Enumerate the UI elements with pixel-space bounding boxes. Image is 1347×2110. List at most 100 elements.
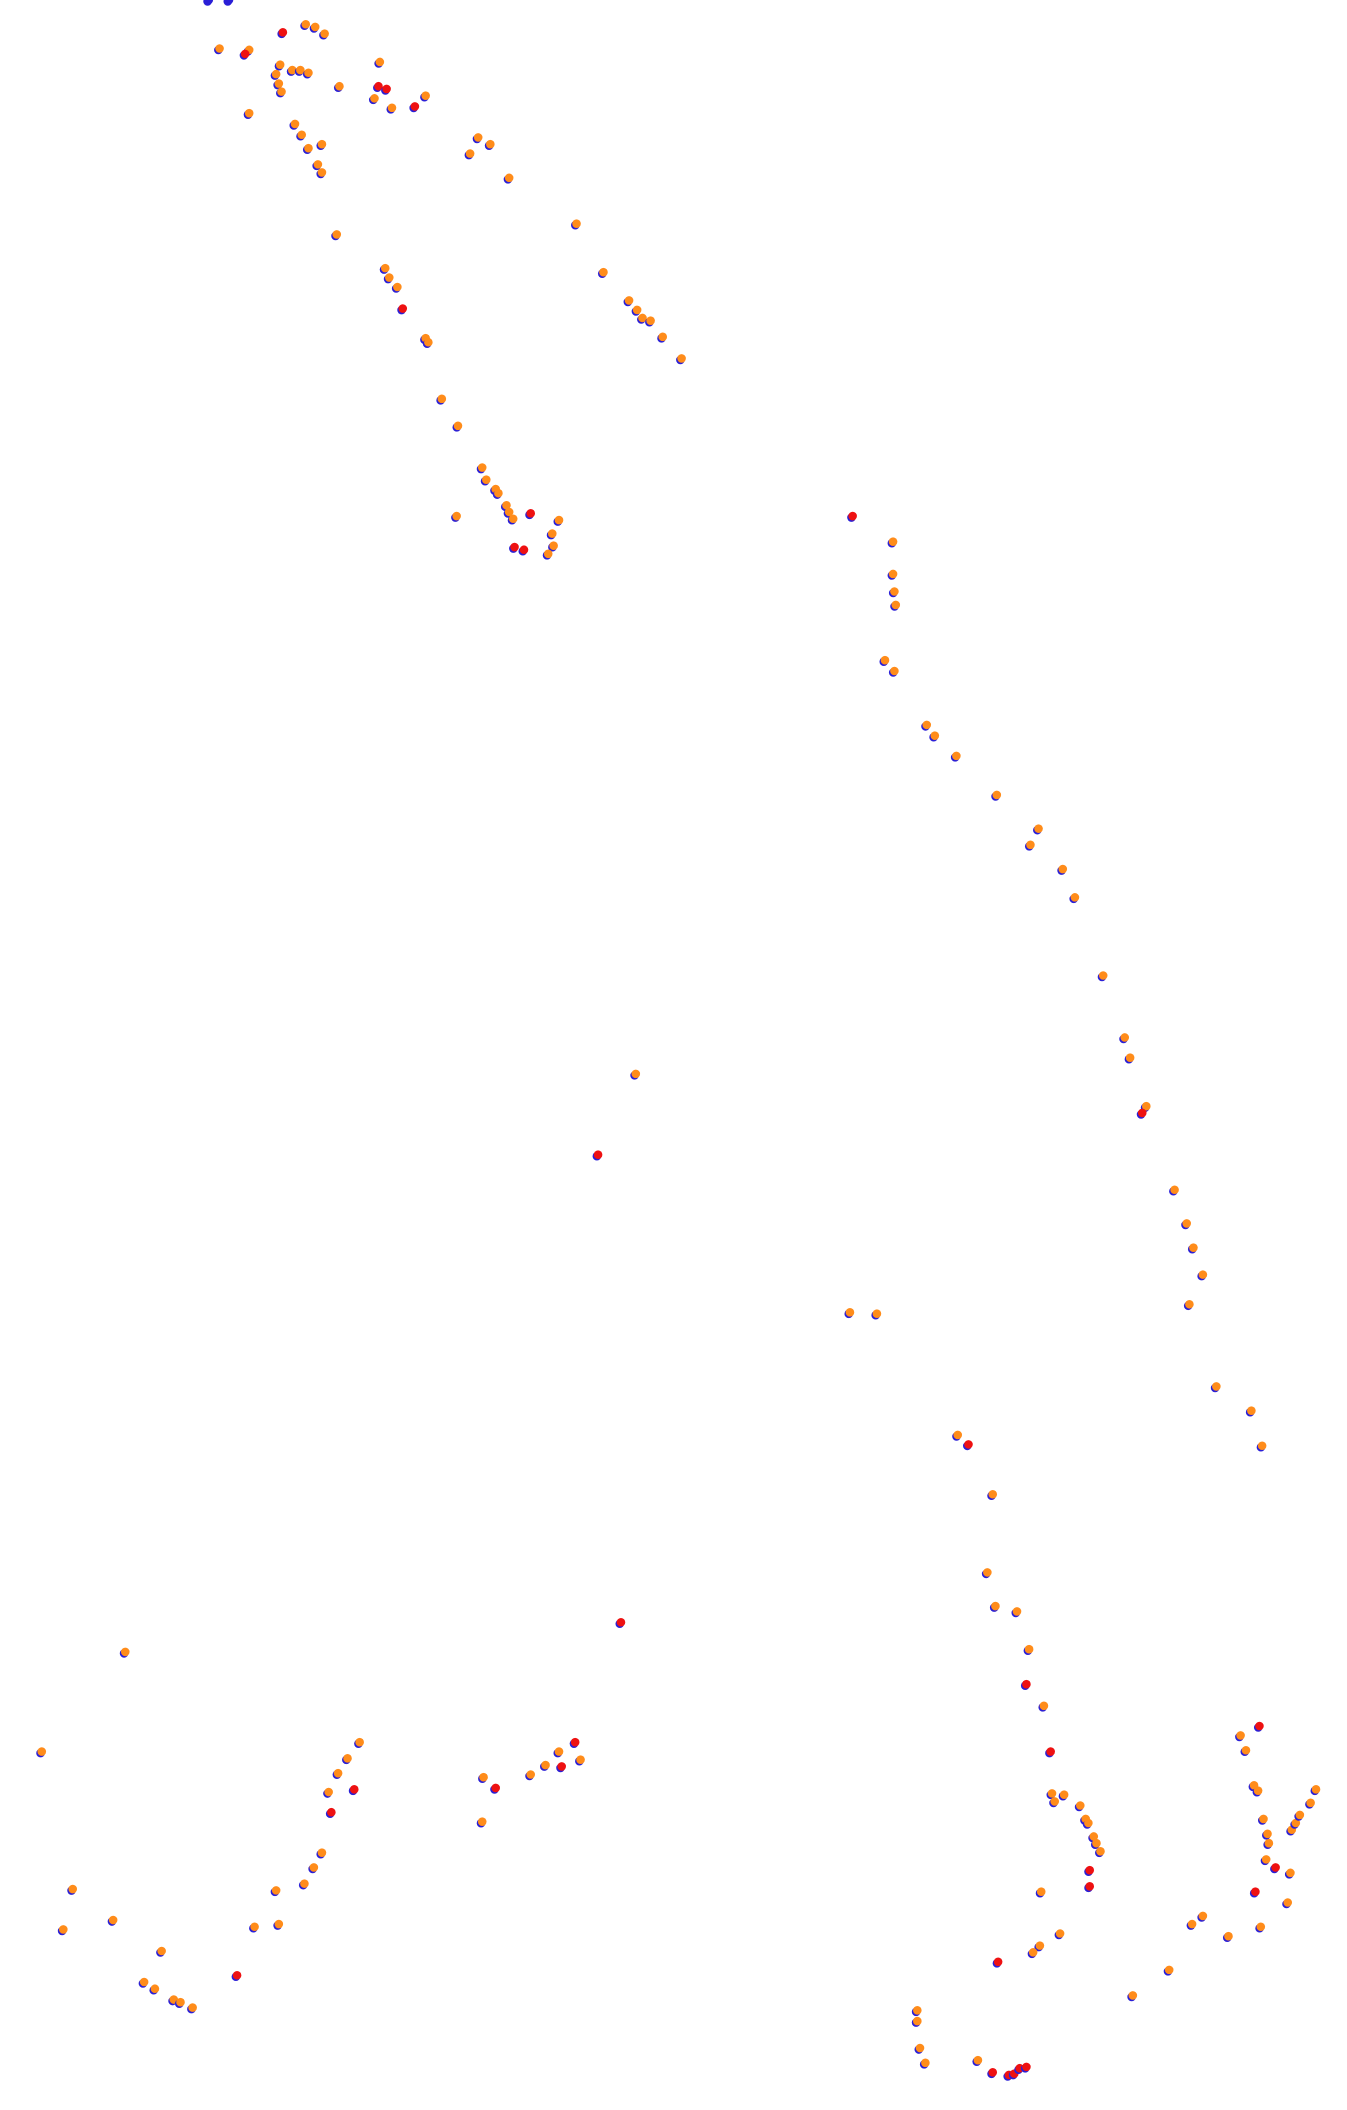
point bbox=[953, 1430, 963, 1440]
point bbox=[930, 731, 940, 740]
point bbox=[1283, 1898, 1293, 1907]
point bbox=[1295, 1810, 1305, 1820]
point bbox=[277, 87, 286, 96]
point bbox=[375, 57, 385, 67]
point bbox=[1035, 1941, 1045, 1950]
point bbox=[290, 119, 300, 129]
point bbox=[370, 94, 379, 103]
point bbox=[599, 267, 608, 277]
point bbox=[332, 230, 342, 239]
point bbox=[452, 511, 461, 521]
point bbox=[477, 463, 487, 472]
point bbox=[1306, 1798, 1315, 1808]
point bbox=[473, 133, 483, 142]
point bbox=[1286, 1868, 1295, 1878]
point bbox=[632, 305, 642, 315]
point bbox=[240, 49, 250, 59]
point bbox=[913, 2016, 922, 2026]
point bbox=[275, 60, 285, 69]
point bbox=[465, 149, 475, 158]
point bbox=[224, 0, 234, 5]
point bbox=[572, 219, 581, 228]
point bbox=[915, 2043, 925, 2053]
point bbox=[922, 720, 932, 730]
point bbox=[1187, 1919, 1197, 1929]
point bbox=[1050, 1797, 1060, 1806]
point bbox=[1028, 1948, 1038, 1957]
point bbox=[296, 65, 305, 75]
point bbox=[232, 1970, 242, 1980]
point bbox=[271, 69, 281, 79]
point bbox=[988, 2067, 998, 2077]
point bbox=[992, 790, 1002, 800]
point bbox=[1039, 1701, 1049, 1711]
point bbox=[616, 1617, 626, 1627]
point bbox=[355, 1737, 364, 1747]
point bbox=[250, 1922, 259, 1932]
point bbox=[380, 263, 390, 273]
point bbox=[274, 79, 284, 88]
point bbox=[1182, 1219, 1192, 1228]
point bbox=[1170, 1185, 1179, 1195]
point bbox=[1257, 1441, 1267, 1451]
point bbox=[993, 1957, 1003, 1967]
point bbox=[320, 29, 329, 38]
point bbox=[327, 1807, 336, 1817]
point bbox=[570, 1737, 580, 1747]
point bbox=[215, 44, 224, 53]
point bbox=[1024, 1644, 1034, 1654]
point bbox=[1089, 1832, 1099, 1841]
point bbox=[1026, 840, 1035, 850]
point bbox=[1253, 1786, 1263, 1795]
point bbox=[421, 91, 430, 100]
point bbox=[1120, 1033, 1130, 1042]
point bbox=[888, 569, 898, 579]
point bbox=[913, 2005, 922, 2015]
point bbox=[1189, 1243, 1198, 1252]
point bbox=[890, 666, 899, 676]
point bbox=[1247, 1406, 1256, 1416]
point bbox=[486, 139, 495, 149]
point bbox=[983, 1568, 992, 1577]
point bbox=[1236, 1731, 1245, 1740]
point bbox=[1022, 2062, 1031, 2072]
point bbox=[1271, 1863, 1280, 1872]
point bbox=[502, 500, 511, 510]
point bbox=[973, 2055, 983, 2065]
point bbox=[1256, 1922, 1266, 1932]
point bbox=[335, 81, 344, 91]
point bbox=[1261, 1855, 1271, 1864]
point bbox=[526, 1770, 536, 1779]
point bbox=[952, 751, 961, 761]
point bbox=[59, 1925, 68, 1934]
point bbox=[526, 509, 536, 518]
point bbox=[504, 173, 514, 183]
point bbox=[1259, 1814, 1268, 1824]
point bbox=[188, 2003, 197, 2012]
point bbox=[638, 313, 647, 323]
point bbox=[890, 587, 899, 596]
point bbox=[1085, 1882, 1095, 1891]
point bbox=[491, 1783, 500, 1793]
point bbox=[547, 529, 557, 538]
point bbox=[393, 282, 402, 292]
point bbox=[297, 130, 307, 140]
point bbox=[1012, 1607, 1022, 1616]
point bbox=[1046, 1747, 1055, 1756]
point bbox=[891, 600, 901, 610]
point bbox=[1034, 824, 1043, 833]
point bbox=[1137, 1108, 1147, 1118]
point bbox=[317, 168, 327, 177]
point bbox=[1264, 1838, 1274, 1848]
point bbox=[991, 1601, 1000, 1611]
point bbox=[888, 537, 898, 546]
point bbox=[301, 19, 311, 29]
point bbox=[374, 81, 383, 91]
point bbox=[139, 1977, 149, 1987]
point bbox=[504, 507, 514, 517]
point bbox=[382, 84, 391, 94]
point bbox=[68, 1884, 78, 1894]
point bbox=[646, 316, 655, 325]
